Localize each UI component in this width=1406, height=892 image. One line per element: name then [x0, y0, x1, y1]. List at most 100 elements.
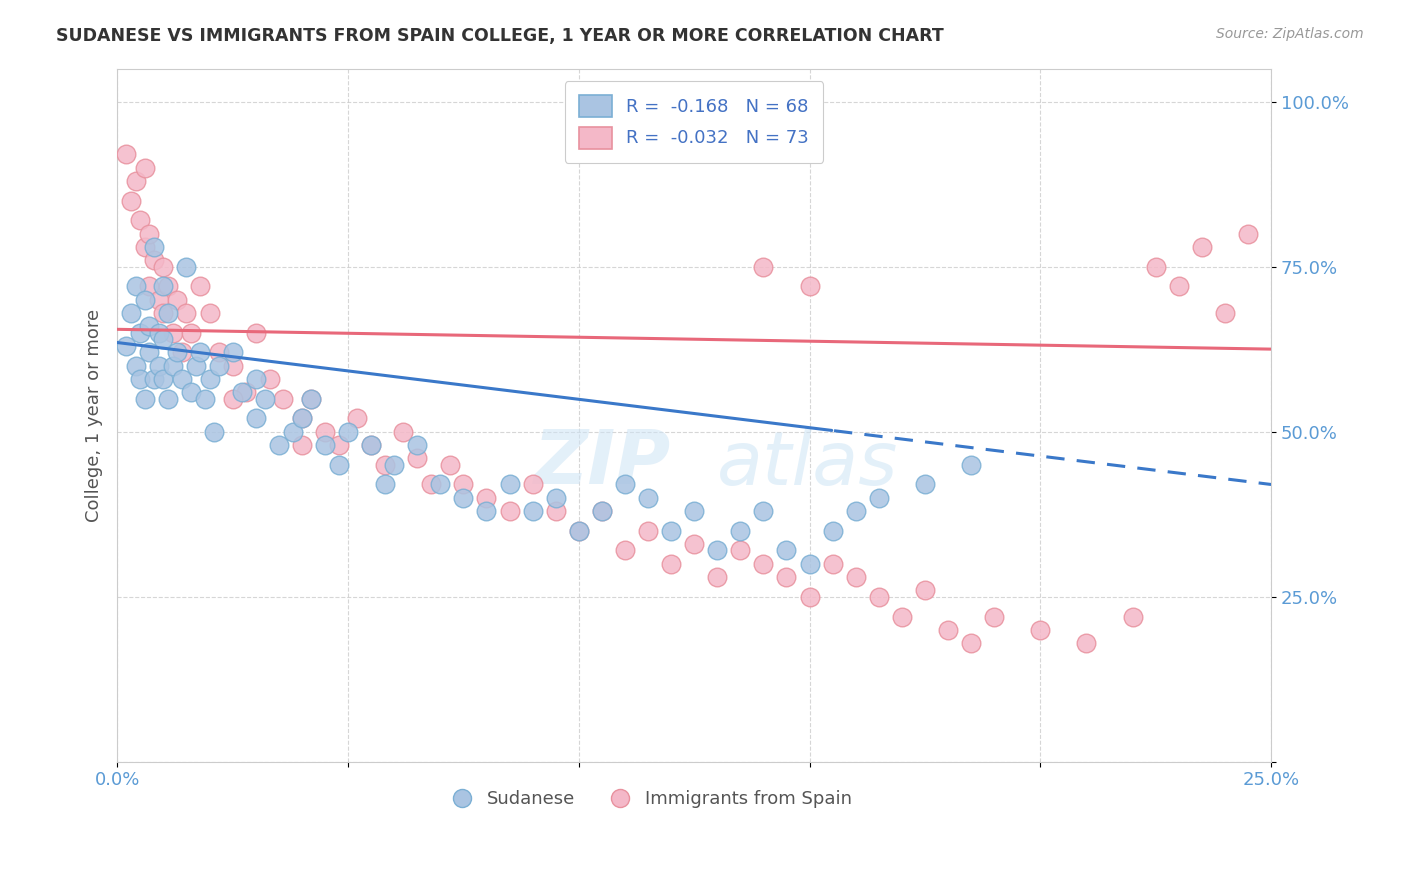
Point: [148, 293, 170, 307]
Point: [124, 174, 146, 188]
Point: [134, 161, 156, 175]
Point: [134, 392, 156, 406]
Point: [752, 557, 775, 571]
Point: [360, 438, 382, 452]
Point: [659, 524, 682, 538]
Point: [821, 557, 844, 571]
Point: [245, 411, 267, 425]
Point: [1076, 636, 1098, 650]
Point: [346, 411, 368, 425]
Point: [453, 477, 475, 491]
Point: [568, 524, 591, 538]
Point: [115, 147, 138, 161]
Point: [245, 372, 267, 386]
Point: [544, 491, 567, 505]
Point: [138, 227, 160, 241]
Point: [591, 504, 613, 518]
Point: [120, 306, 142, 320]
Point: [498, 477, 520, 491]
Point: [730, 543, 752, 558]
Point: [138, 345, 160, 359]
Point: [124, 279, 146, 293]
Point: [129, 213, 152, 227]
Point: [156, 306, 179, 320]
Point: [152, 332, 174, 346]
Point: [208, 359, 231, 373]
Point: [120, 194, 142, 208]
Point: [162, 359, 184, 373]
Point: [1029, 623, 1052, 637]
Point: [936, 623, 959, 637]
Point: [124, 359, 146, 373]
Point: [134, 293, 156, 307]
Point: [202, 425, 225, 439]
Point: [115, 339, 138, 353]
Point: [162, 326, 184, 340]
Point: [170, 372, 193, 386]
Point: [134, 240, 156, 254]
Point: [291, 411, 314, 425]
Point: [360, 438, 382, 452]
Point: [253, 392, 276, 406]
Point: [170, 345, 193, 359]
Point: [221, 345, 243, 359]
Y-axis label: College, 1 year or more: College, 1 year or more: [86, 309, 103, 522]
Point: [568, 524, 591, 538]
Point: [152, 372, 174, 386]
Point: [613, 477, 636, 491]
Point: [406, 451, 429, 466]
Point: [960, 636, 983, 650]
Legend: Sudanese, Immigrants from Spain: Sudanese, Immigrants from Spain: [436, 782, 859, 815]
Point: [148, 359, 170, 373]
Point: [1191, 240, 1213, 254]
Point: [706, 543, 728, 558]
Point: [152, 279, 174, 293]
Point: [544, 504, 567, 518]
Point: [143, 252, 166, 267]
Point: [522, 477, 544, 491]
Point: [1167, 279, 1189, 293]
Point: [259, 372, 281, 386]
Point: [198, 372, 221, 386]
Point: [281, 425, 304, 439]
Point: [429, 477, 451, 491]
Point: [868, 491, 890, 505]
Point: [475, 491, 498, 505]
Point: [152, 306, 174, 320]
Point: [392, 425, 415, 439]
Point: [420, 477, 443, 491]
Point: [730, 524, 752, 538]
Point: [180, 326, 202, 340]
Point: [188, 279, 211, 293]
Point: [914, 477, 936, 491]
Point: [475, 504, 498, 518]
Point: [221, 359, 243, 373]
Point: [176, 306, 198, 320]
Point: [752, 260, 775, 274]
Point: [1122, 609, 1144, 624]
Point: [683, 504, 706, 518]
Point: [129, 326, 152, 340]
Point: [960, 458, 983, 472]
Point: [273, 392, 295, 406]
Point: [591, 504, 613, 518]
Point: [914, 583, 936, 598]
Text: atlas: atlas: [717, 427, 898, 500]
Point: [890, 609, 912, 624]
Point: [156, 279, 179, 293]
Point: [983, 609, 1005, 624]
Point: [166, 345, 188, 359]
Point: [291, 411, 314, 425]
Point: [208, 345, 231, 359]
Point: [775, 570, 797, 584]
Point: [184, 359, 207, 373]
Point: [1213, 306, 1236, 320]
Point: [799, 279, 821, 293]
Point: [659, 557, 682, 571]
Point: [221, 392, 243, 406]
Point: [138, 279, 160, 293]
Point: [267, 438, 290, 452]
Text: ZIP: ZIP: [534, 427, 671, 500]
Point: [129, 372, 152, 386]
Point: [637, 491, 659, 505]
